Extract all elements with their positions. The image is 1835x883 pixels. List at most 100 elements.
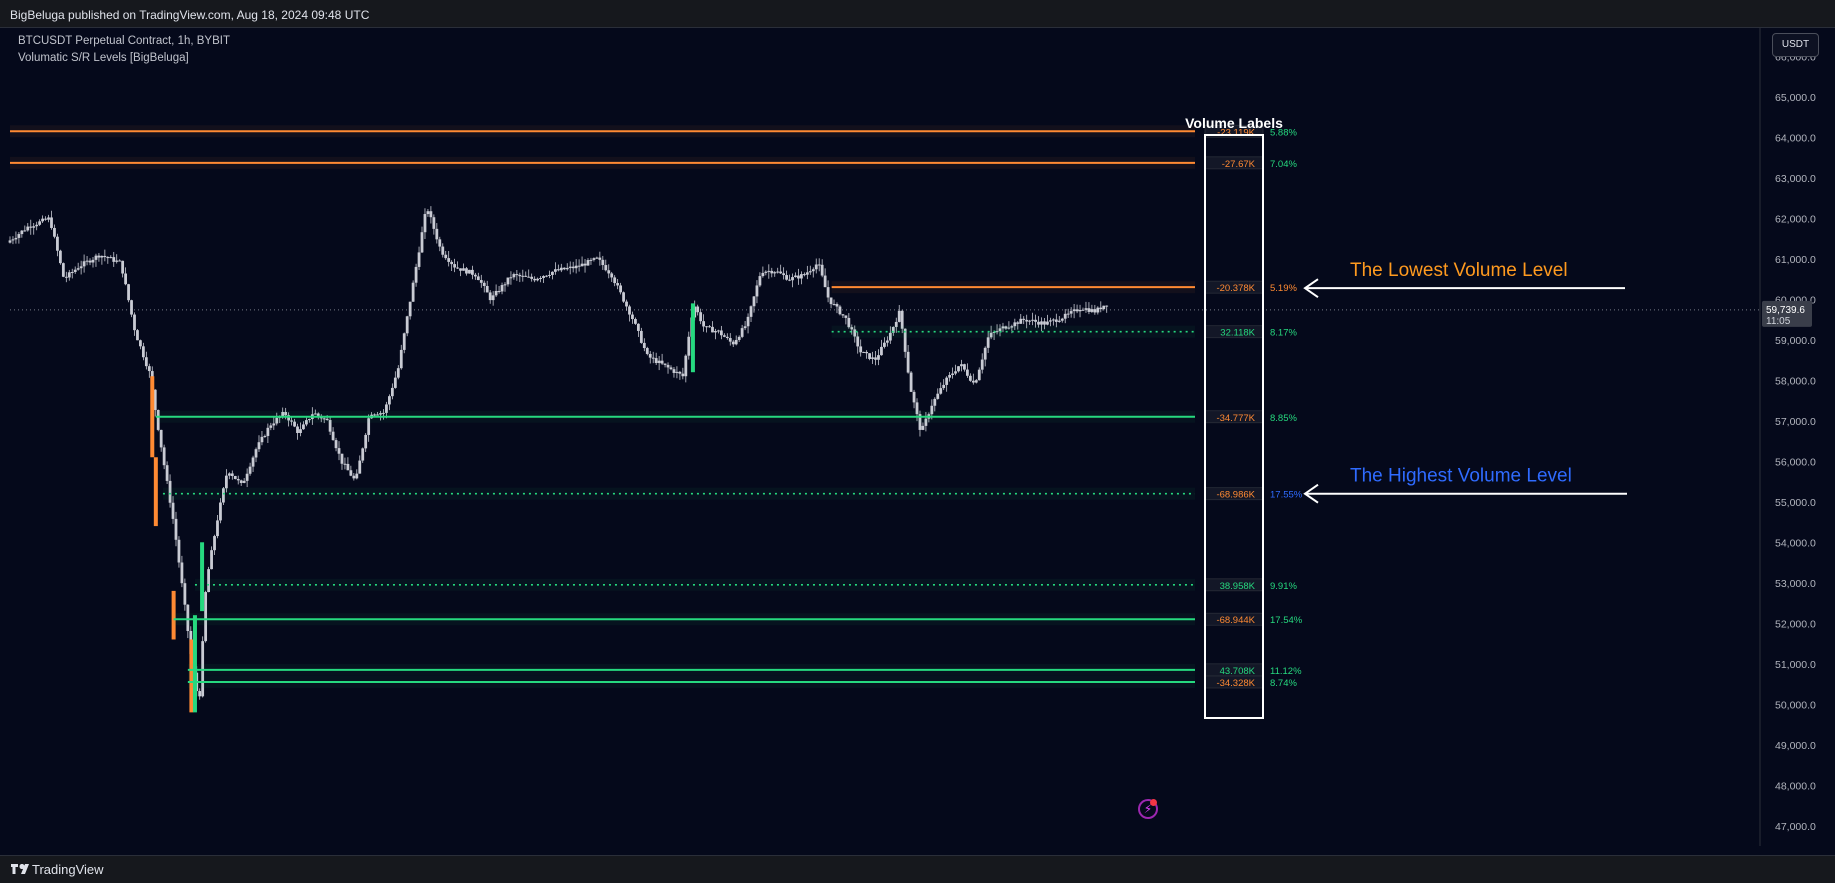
candle-body bbox=[829, 297, 833, 305]
candle-body bbox=[553, 269, 557, 272]
sr-level-zone bbox=[194, 578, 1195, 591]
candle-body bbox=[1034, 319, 1037, 322]
x-tick-label: 3 bbox=[7, 854, 13, 855]
candle-body bbox=[198, 691, 202, 697]
candle-body bbox=[963, 364, 966, 370]
y-tick-label: 47,000.0 bbox=[1775, 821, 1816, 833]
candle-body bbox=[29, 226, 33, 228]
candle-body bbox=[435, 228, 439, 240]
candle-body bbox=[580, 263, 584, 267]
candle-body bbox=[447, 258, 451, 262]
tradingview-brand[interactable]: TradingView bbox=[32, 862, 104, 877]
candle-body bbox=[942, 384, 946, 389]
candle-body bbox=[1093, 309, 1097, 313]
candle-body bbox=[106, 257, 110, 259]
candle-body bbox=[509, 277, 513, 279]
y-tick-label: 48,000.0 bbox=[1775, 780, 1816, 792]
candle-body bbox=[147, 366, 151, 372]
candle-body bbox=[453, 264, 457, 268]
candle-body bbox=[213, 536, 216, 551]
candle-body bbox=[305, 420, 308, 425]
candle-body bbox=[127, 284, 130, 301]
candle-body bbox=[438, 239, 442, 247]
candle-body bbox=[91, 259, 95, 263]
candle-body bbox=[595, 257, 599, 259]
candle-body bbox=[823, 275, 827, 288]
candle-body bbox=[708, 326, 711, 328]
symbol-title[interactable]: BTCUSDT Perpetual Contract, 1h, BYBIT bbox=[18, 35, 230, 47]
candle-body bbox=[284, 411, 288, 416]
candle-body bbox=[562, 267, 566, 270]
y-tick-label: 65,000.0 bbox=[1775, 92, 1816, 104]
candle-body bbox=[545, 275, 548, 277]
candle-body bbox=[269, 425, 273, 428]
candle-body bbox=[1105, 305, 1109, 307]
candle-body bbox=[44, 218, 47, 220]
y-tick-label: 55,000.0 bbox=[1775, 497, 1816, 509]
candle-body bbox=[144, 357, 148, 367]
indicator-title[interactable]: Volumatic S/R Levels [BigBeluga] bbox=[18, 52, 189, 64]
candle-body bbox=[954, 371, 957, 374]
volume-label: -27.67K bbox=[1222, 159, 1256, 170]
candle-body bbox=[719, 330, 723, 336]
candle-body bbox=[248, 466, 252, 474]
candle-body bbox=[717, 330, 720, 332]
candle-body bbox=[1019, 318, 1023, 324]
candle-body bbox=[847, 317, 851, 328]
current-price-label: 59,739.6 bbox=[1766, 305, 1805, 316]
candle-body bbox=[968, 375, 972, 381]
candle-body bbox=[770, 270, 774, 274]
candle-body bbox=[14, 237, 18, 240]
candle-body bbox=[1010, 326, 1014, 328]
alert-bolt-icon[interactable]: ⚡ bbox=[1138, 799, 1158, 819]
candle-body bbox=[177, 539, 181, 563]
candle-body bbox=[459, 268, 462, 271]
candle-body bbox=[367, 418, 371, 435]
currency-button[interactable]: USDT bbox=[1772, 33, 1819, 57]
candle-body bbox=[948, 374, 952, 378]
x-tick-label: 12 bbox=[644, 854, 656, 855]
tradingview-logo-icon[interactable] bbox=[11, 864, 29, 876]
candle-body bbox=[616, 283, 620, 286]
chart-canvas[interactable]: 66,000.065,000.064,000.063,000.062,000.0… bbox=[0, 28, 1835, 855]
candle-body bbox=[50, 217, 53, 228]
candle-body bbox=[924, 418, 928, 426]
candle-body bbox=[186, 604, 190, 631]
candle-body bbox=[390, 387, 394, 397]
candle-body bbox=[290, 420, 293, 422]
candle-body bbox=[349, 470, 353, 476]
candle-body bbox=[722, 335, 726, 337]
x-tick-label: 7 bbox=[292, 854, 298, 855]
candle-body bbox=[136, 330, 139, 341]
candle-body bbox=[814, 264, 818, 270]
candle-body bbox=[607, 270, 611, 274]
candle-body bbox=[684, 355, 688, 377]
candle-body bbox=[933, 398, 937, 406]
candle-body bbox=[1037, 321, 1040, 325]
x-tick-label: 23 bbox=[1427, 854, 1439, 855]
candle-body bbox=[601, 259, 605, 266]
candle-body bbox=[589, 259, 593, 261]
candle-body bbox=[1099, 307, 1103, 310]
candle-body bbox=[1057, 320, 1061, 322]
candle-body bbox=[574, 265, 578, 269]
candle-body bbox=[408, 301, 412, 317]
candle-body bbox=[746, 316, 750, 327]
candle-body bbox=[539, 277, 542, 279]
candle-body bbox=[711, 326, 714, 333]
candle-body bbox=[660, 360, 664, 364]
highlight-candle bbox=[150, 376, 155, 458]
candle-body bbox=[103, 255, 107, 258]
candle-body bbox=[758, 276, 762, 286]
y-tick-label: 51,000.0 bbox=[1775, 659, 1816, 671]
candle-body bbox=[64, 276, 68, 278]
candle-body bbox=[619, 285, 623, 293]
candle-body bbox=[1028, 320, 1032, 322]
volume-percent: 8.85% bbox=[1270, 413, 1297, 424]
candle-body bbox=[1013, 322, 1017, 327]
candle-body bbox=[797, 275, 800, 279]
candle-body bbox=[396, 368, 400, 378]
candle-body bbox=[832, 304, 836, 306]
candle-body bbox=[559, 267, 563, 271]
candle-body bbox=[642, 342, 646, 349]
